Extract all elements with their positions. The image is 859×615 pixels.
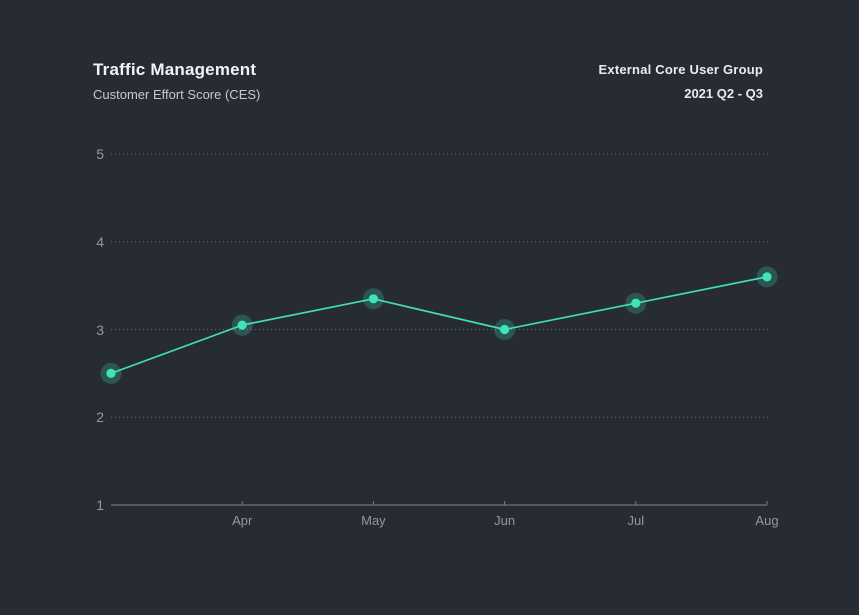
chart-subtitle: Customer Effort Score (CES) (93, 87, 261, 102)
y-tick-label-2: 2 (96, 409, 104, 426)
chart-header-left: Traffic Management Customer Effort Score… (93, 60, 260, 102)
page-title: Traffic Management (93, 60, 257, 79)
data-point-apr[interactable] (237, 320, 247, 330)
data-point-may[interactable] (368, 294, 378, 304)
period-label: 2021 Q2 - Q3 (684, 86, 763, 101)
data-point-jul[interactable] (631, 298, 641, 308)
data-point-jun[interactable] (500, 324, 510, 335)
x-tick-label-jul: Jul (627, 513, 645, 528)
x-tick-label-may: May (361, 513, 386, 528)
ces-series-line (110, 276, 768, 375)
data-point-0[interactable] (106, 368, 116, 378)
x-tick-label-aug: Aug (755, 513, 779, 528)
data-point-aug[interactable] (762, 272, 772, 282)
y-tick-label-4: 4 (96, 233, 104, 250)
x-tick-label-apr: Apr (232, 513, 253, 528)
user-group-label: External Core User Group (598, 62, 763, 77)
y-tick-label-3: 3 (96, 321, 104, 338)
x-tick-label-jun: Jun (494, 513, 516, 528)
chart-header-right: External Core User Group 2021 Q2 - Q3 (599, 62, 763, 101)
y-tick-label-5: 5 (96, 146, 104, 162)
y-tick-label-1: 1 (96, 497, 104, 513)
